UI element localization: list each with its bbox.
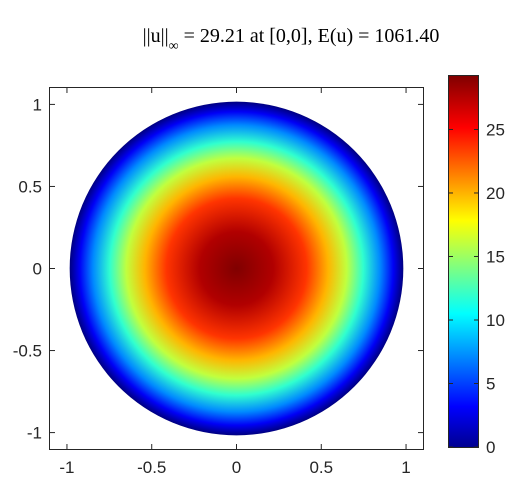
colorbar-scale [448,75,479,448]
x-tick-label: -1 [59,458,74,477]
y-tick-label: 0 [33,260,42,279]
colorbar-tick-label: 25 [486,120,505,139]
colorbar-tick-label: 15 [486,247,505,266]
title-rest: = 29.21 at [0,0], E(u) = 1061.40 [179,25,440,47]
x-tick-label: 0.5 [309,458,333,477]
colorbar-tick-label: 20 [486,184,505,203]
colorbar-tick-label: 0 [486,438,495,457]
x-tick-label: 0 [232,458,241,477]
chart-title: ||u||∞ = 29.21 at [0,0], E(u) = 1061.40 [143,25,440,54]
plot-area: -1 -0.5 0 0.5 1 -1 -0.5 0 0.5 1 [13,87,424,477]
axes-box [49,87,424,450]
y-tick-label: 1 [33,95,42,114]
title-norm-subscript: ∞ [169,39,179,54]
y-tick-label: 0.5 [18,177,42,196]
y-tick-label: -0.5 [13,342,42,361]
colorbar: 0 5 10 15 20 25 [448,75,505,457]
x-tick-label: -0.5 [137,458,166,477]
colorbar-tick-label: 10 [486,311,505,330]
y-tick-label: -1 [27,424,42,443]
solution-disk [69,101,404,436]
colorbar-tick-label: 5 [486,374,495,393]
colorbar-ticks: 0 5 10 15 20 25 [449,120,505,457]
title-norm: ||u|| [143,25,169,47]
x-tick-label: 1 [401,458,410,477]
x-axis: -1 -0.5 0 0.5 1 [59,88,411,477]
y-axis: -1 -0.5 0 0.5 1 [13,95,423,443]
